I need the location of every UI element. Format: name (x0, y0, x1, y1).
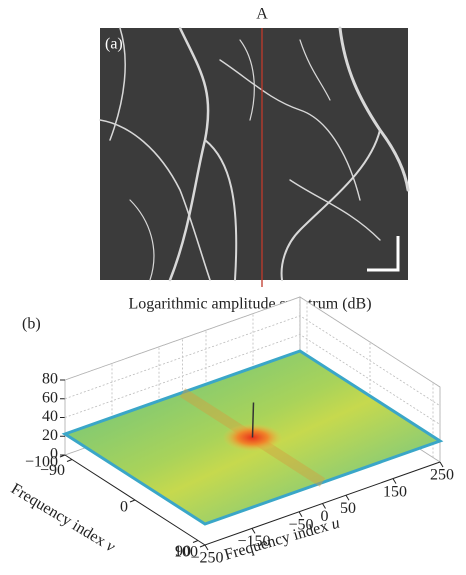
panel-label: (a) (105, 36, 123, 53)
y-tick (129, 499, 136, 503)
y-tick (192, 540, 199, 543)
x-tick (439, 461, 444, 468)
y-tick-label: 100 (174, 544, 198, 561)
y-tick-label: 0 (120, 499, 128, 516)
y-axis-label: Frequency index v (8, 480, 119, 556)
x-label-symbol: u (329, 514, 341, 533)
angiography-image (100, 28, 408, 280)
y-tick-label: 90 (175, 543, 191, 560)
y-label-symbol: v (103, 537, 119, 556)
grid-line (64, 296, 441, 388)
x-tick (251, 528, 256, 534)
y-tick (199, 544, 206, 548)
x-tick (322, 503, 326, 509)
x-tick-label: 0 (321, 508, 329, 525)
x-tick-label: −150 (237, 533, 270, 550)
x-tick (298, 511, 303, 518)
z-tick-label: 80 (42, 371, 58, 388)
line-label: A (256, 6, 268, 23)
panel-label: (b) (22, 316, 41, 333)
x-tick-label: −50 (288, 516, 313, 533)
panel-a: A (a) (99, 6, 410, 287)
x-tick-label: 250 (430, 467, 454, 484)
y-tick-label: −90 (40, 462, 65, 479)
x-tick (204, 544, 209, 551)
vessels (99, 26, 410, 282)
x-tick-label: 50 (340, 500, 356, 517)
z-tick-label: 40 (42, 408, 58, 425)
x-tick (392, 478, 397, 484)
chart-title: Logarithmic amplitude spectrum (dB) (128, 296, 371, 313)
y-tick (66, 459, 73, 462)
axis-line (64, 454, 441, 546)
z-tick-label: 20 (42, 427, 58, 444)
y-tick-label: −100 (25, 454, 58, 471)
z-tick-label: 0 (50, 446, 58, 463)
x-tick-label: −250 (190, 550, 223, 567)
y-tick (59, 454, 66, 458)
y-label-text: Frequency index (8, 480, 109, 550)
scale-bar (367, 236, 400, 272)
z-tick-label: 60 (42, 389, 58, 406)
x-tick-label: 150 (383, 483, 407, 500)
x-tick (345, 494, 350, 501)
surface-spike (251, 402, 255, 438)
